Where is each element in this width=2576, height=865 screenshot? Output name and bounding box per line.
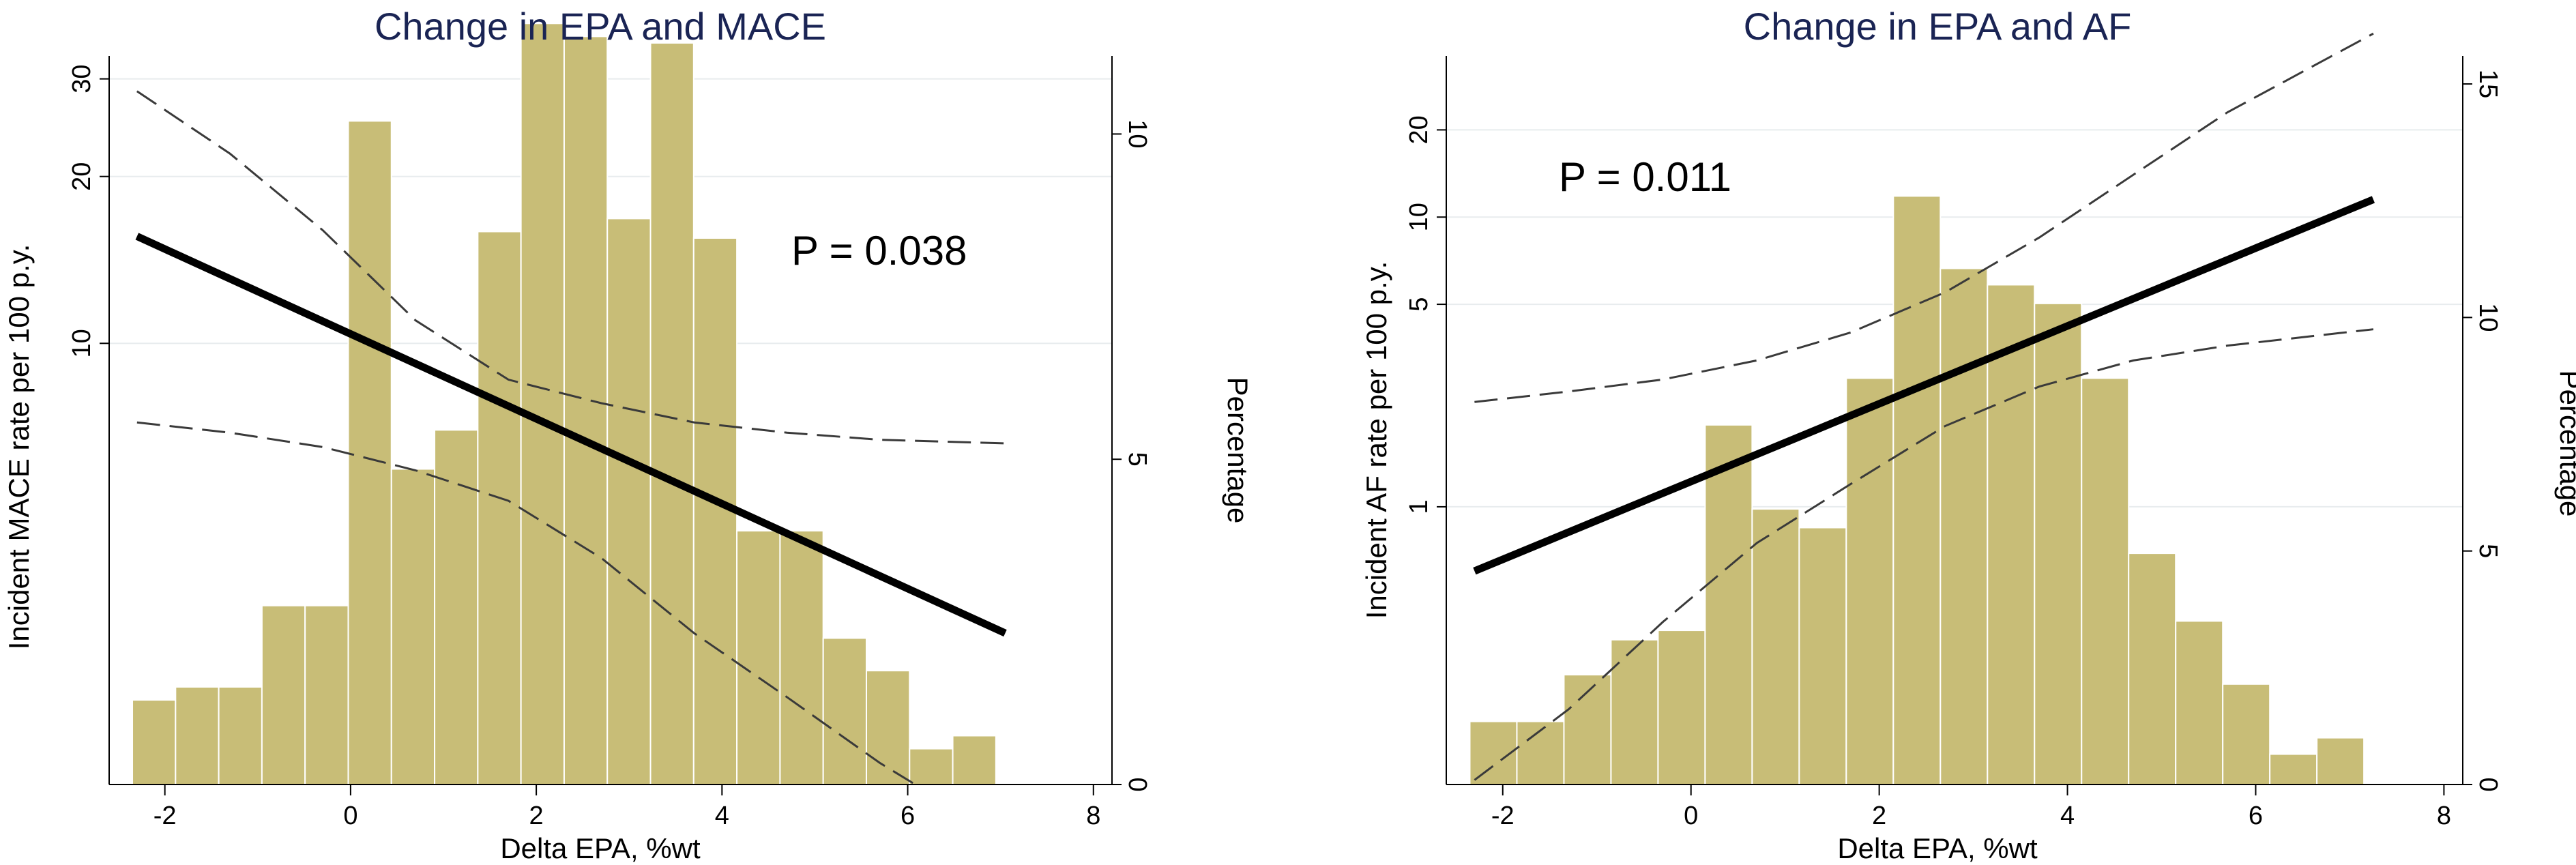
histogram-bar (434, 429, 479, 785)
x-tick-label: 2 (1872, 802, 1886, 830)
histogram-bar (1516, 720, 1565, 785)
x-tick-label: 4 (715, 802, 729, 830)
histogram-bar (390, 468, 436, 786)
histogram-bar (822, 637, 867, 785)
p-value-annotation: P = 0.038 (791, 228, 967, 274)
left-y-axis-label: Incident MACE rate per 100 p.y. (3, 244, 35, 650)
histogram-bar (1798, 527, 1847, 785)
histogram-bar (1845, 377, 1894, 785)
fit-lines (1473, 32, 2375, 781)
histogram-bar (909, 748, 954, 786)
histogram-bar (563, 35, 609, 786)
left-y-tick-label: 30 (68, 64, 96, 93)
right-y-tick-label: 10 (1123, 119, 1152, 148)
left-y-tick-label: 20 (68, 162, 96, 191)
left-y-tick-label: 10 (68, 329, 96, 357)
histogram-bar (952, 735, 997, 786)
right-y-axis-label: Percentage (2554, 370, 2576, 517)
histogram-bar (2316, 737, 2365, 785)
histogram-bar (1610, 639, 1659, 785)
left-y-tick-label: 10 (1405, 203, 1433, 231)
chart-title: Change in EPA and MACE (375, 5, 826, 48)
fit-line (1473, 196, 2375, 575)
fit-lines (135, 90, 1007, 785)
right-y-axis-label: Percentage (1222, 377, 1254, 524)
right-y-tick-label: 15 (2474, 70, 2502, 98)
histogram-bar (218, 686, 263, 786)
right-y-tick-label: 5 (1123, 452, 1152, 467)
x-axis-label: Delta EPA, %wt (500, 832, 701, 864)
x-tick-label: 6 (901, 802, 915, 830)
histogram-bar (175, 686, 220, 786)
histogram-bar (1892, 195, 1942, 785)
histogram-bar (606, 218, 652, 785)
x-tick-label: -2 (1491, 802, 1514, 830)
x-tick-label: 2 (529, 802, 544, 830)
mace-chart-panel: -2 0 2 4 6 8 10 20 30 0 5 10 Change in EPA and MACE… (3, 5, 1254, 864)
chart-title: Change in EPA and AF (1744, 5, 2132, 48)
histogram-bar (1704, 424, 1753, 785)
histogram-bar (132, 699, 177, 786)
histogram-bar (2081, 377, 2130, 785)
left-y-tick-label: 20 (1405, 115, 1433, 144)
p-value-annotation: P = 0.011 (1559, 154, 1731, 200)
histogram-bar (2175, 620, 2224, 786)
histogram-bar (477, 231, 522, 785)
ci-upper-line (136, 90, 1006, 445)
left-y-axis-label: Incident AF rate per 100 p.y. (1360, 261, 1392, 619)
histogram-bar (520, 23, 565, 786)
x-tick-label: 6 (2249, 802, 2263, 830)
right-y-tick-label: 5 (2474, 544, 2502, 558)
x-axis-label: Delta EPA, %wt (1837, 832, 2038, 864)
histogram-bar (779, 530, 824, 785)
x-tick-label: 8 (1086, 802, 1100, 830)
histogram-bar (1751, 508, 1800, 785)
histogram-bar (1657, 630, 1706, 785)
fit-line (135, 233, 1007, 637)
histogram-bar (304, 604, 349, 786)
x-tick-label: 4 (2060, 802, 2075, 830)
histogram-bar (261, 604, 306, 786)
ci-lower-line (1474, 328, 2374, 781)
histogram-bar (2034, 302, 2083, 786)
histogram-bar (2222, 683, 2271, 785)
histogram-bar (865, 670, 911, 785)
histogram-bar (2128, 553, 2177, 785)
ci-upper-line (1474, 32, 2374, 403)
left-y-tick-label: 1 (1405, 499, 1433, 514)
histogram-bar (736, 530, 781, 785)
x-tick-label: 0 (1684, 802, 1698, 830)
x-tick-label: -2 (153, 802, 177, 830)
histogram-bar (2269, 753, 2318, 785)
right-y-tick-label: 0 (2474, 777, 2502, 791)
x-tick-label: 8 (2437, 802, 2451, 830)
ci-lower-line (136, 421, 918, 785)
left-y-tick-label: 5 (1405, 297, 1433, 312)
plot-area: -2 0 2 4 6 8 10 20 30 0 5 10 (68, 23, 1152, 830)
x-tick-label: 0 (343, 802, 357, 830)
histogram-bar (1987, 284, 2036, 785)
histogram-bar (649, 42, 694, 785)
histogram-bar (347, 120, 392, 786)
right-y-tick-label: 0 (1123, 777, 1152, 791)
right-y-tick-label: 10 (2474, 303, 2502, 332)
histogram-bar (1940, 267, 1989, 785)
